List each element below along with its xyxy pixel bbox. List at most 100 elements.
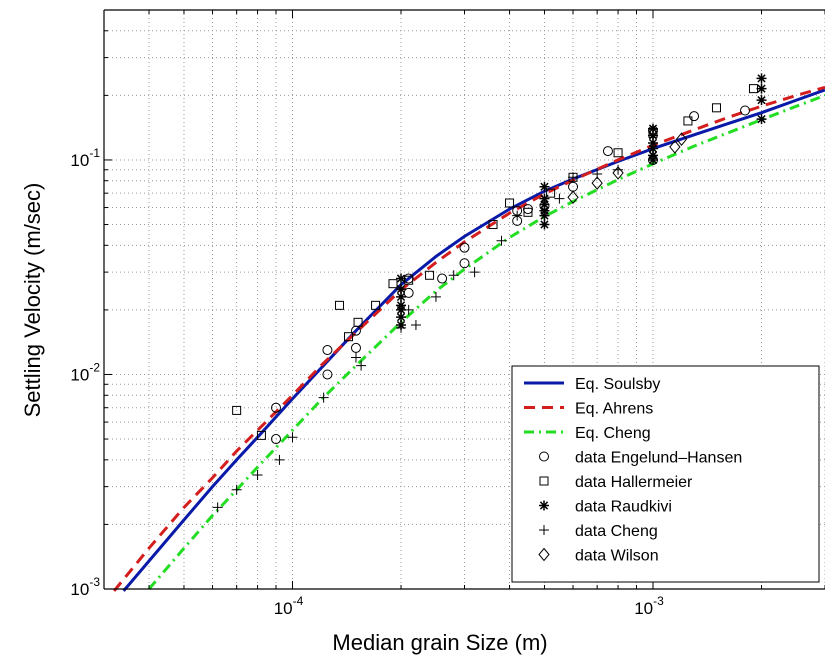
data-point-diamond: [669, 140, 681, 154]
data-point-asterisk: [539, 210, 550, 221]
data-point-diamond: [675, 132, 688, 146]
data-point-o: [322, 345, 333, 356]
data-point-square: [353, 317, 363, 327]
data-point-asterisk: [539, 219, 550, 230]
data-point-plus: [231, 484, 242, 495]
data-point-asterisk: [647, 130, 658, 141]
y-tick-label: 10-2: [70, 360, 100, 384]
data-point-plus: [212, 502, 223, 513]
data-point-plus: [274, 454, 285, 465]
data-point-plus: [469, 267, 480, 278]
legend-label: data Wilson: [575, 548, 659, 565]
data-point-plus: [287, 432, 298, 443]
data-point-square: [334, 300, 344, 310]
legend-label: Eq. Soulsby: [575, 376, 660, 393]
legend-marker-o: [539, 451, 549, 462]
data-point-o: [271, 402, 282, 413]
data-point-o: [459, 242, 470, 253]
data-point-asterisk: [539, 193, 550, 204]
legend-marker-asterisk: [539, 500, 549, 511]
legend-label: data Hallermeier: [575, 474, 693, 491]
axes-frame: [103, 9, 825, 590]
data-point-square: [371, 300, 381, 310]
data-point-square: [683, 116, 693, 126]
x-tick-label: 10-3: [634, 594, 664, 618]
data-point-plus: [396, 322, 407, 333]
data-point-o: [322, 369, 333, 380]
y-axis-title: Settling Velocity (m/sec): [20, 183, 45, 418]
data-point-o: [740, 105, 751, 116]
data-point-asterisk: [756, 114, 767, 125]
legend-box: [511, 365, 820, 583]
data-point-diamond: [612, 166, 624, 180]
series-line-eq-ahrens: [112, 85, 825, 592]
data-point-asterisk: [396, 304, 407, 315]
data-point-diamond: [567, 190, 579, 205]
data-point-diamond: [591, 176, 603, 190]
data-point-plus: [350, 352, 361, 363]
data-point-asterisk: [647, 123, 658, 134]
x-tick-label: 10-4: [274, 594, 304, 618]
x-axis-title: Median grain Size (m): [332, 630, 547, 655]
legend-label: data Raudkivi: [575, 499, 672, 516]
data-point-square: [523, 207, 533, 217]
data-point-square: [711, 103, 721, 113]
data-point-asterisk: [396, 273, 407, 284]
data-point-plus: [252, 469, 263, 480]
data-point-o: [689, 111, 700, 122]
data-point-asterisk: [647, 137, 658, 148]
data-point-asterisk: [756, 83, 767, 94]
data-point-plus: [512, 210, 523, 221]
data-point-square: [343, 332, 353, 342]
data-point-asterisk: [647, 143, 658, 154]
data-point-asterisk: [396, 312, 407, 323]
data-point-asterisk: [647, 154, 658, 165]
data-point-plus: [430, 291, 441, 302]
x-axis-ticks: 10-4 10-3: [274, 594, 664, 618]
data-point-square: [232, 405, 242, 415]
data-point-plus: [356, 360, 367, 371]
data-point-plus: [496, 235, 507, 246]
data-point-o: [350, 342, 361, 353]
data-point-asterisk: [756, 95, 767, 106]
data-point-asterisk: [396, 291, 407, 302]
series-markers: [212, 73, 767, 513]
data-point-square: [488, 220, 498, 230]
data-point-asterisk: [539, 199, 550, 210]
legend-marker-square: [539, 476, 549, 486]
legend-label: data Engelund–Hansen: [575, 450, 742, 467]
data-point-square: [256, 430, 266, 440]
legend-marker-diamond: [538, 547, 550, 562]
data-point-asterisk: [539, 181, 550, 192]
data-point-square: [404, 275, 414, 285]
data-point-plus: [410, 320, 421, 331]
y-tick-label: 10-1: [70, 146, 100, 170]
data-point-asterisk: [396, 284, 407, 295]
data-point-square: [425, 270, 435, 280]
data-point-square: [613, 148, 623, 158]
data-point-plus: [554, 193, 565, 204]
series-lines: [112, 85, 825, 592]
legend: Eq. Soulsby Eq. Ahrens Eq. Cheng data Engel…: [511, 365, 820, 583]
data-point-square: [388, 279, 398, 289]
data-point-o: [437, 273, 448, 284]
data-point-plus: [318, 392, 329, 403]
series-line-eq-cheng: [147, 93, 825, 590]
data-point-plus: [448, 270, 459, 281]
data-point-plus: [568, 172, 579, 183]
legend-marker-plus: [539, 525, 549, 535]
legend-label: Eq. Ahrens: [575, 401, 653, 418]
y-axis-ticks: 10-3 10-2 10-1: [70, 146, 100, 599]
data-point-plus: [403, 304, 414, 315]
data-point-o: [602, 146, 613, 157]
data-point-asterisk: [756, 73, 767, 84]
legend-label: data Cheng: [575, 523, 658, 540]
data-point-o: [459, 258, 470, 269]
data-point-square: [546, 188, 556, 198]
legend-label: Eq. Cheng: [575, 425, 651, 442]
data-point-square: [505, 198, 515, 208]
y-tick-label: 10-3: [70, 575, 100, 599]
series-line-eq-soulsby: [122, 88, 825, 592]
data-point-o: [271, 434, 282, 445]
